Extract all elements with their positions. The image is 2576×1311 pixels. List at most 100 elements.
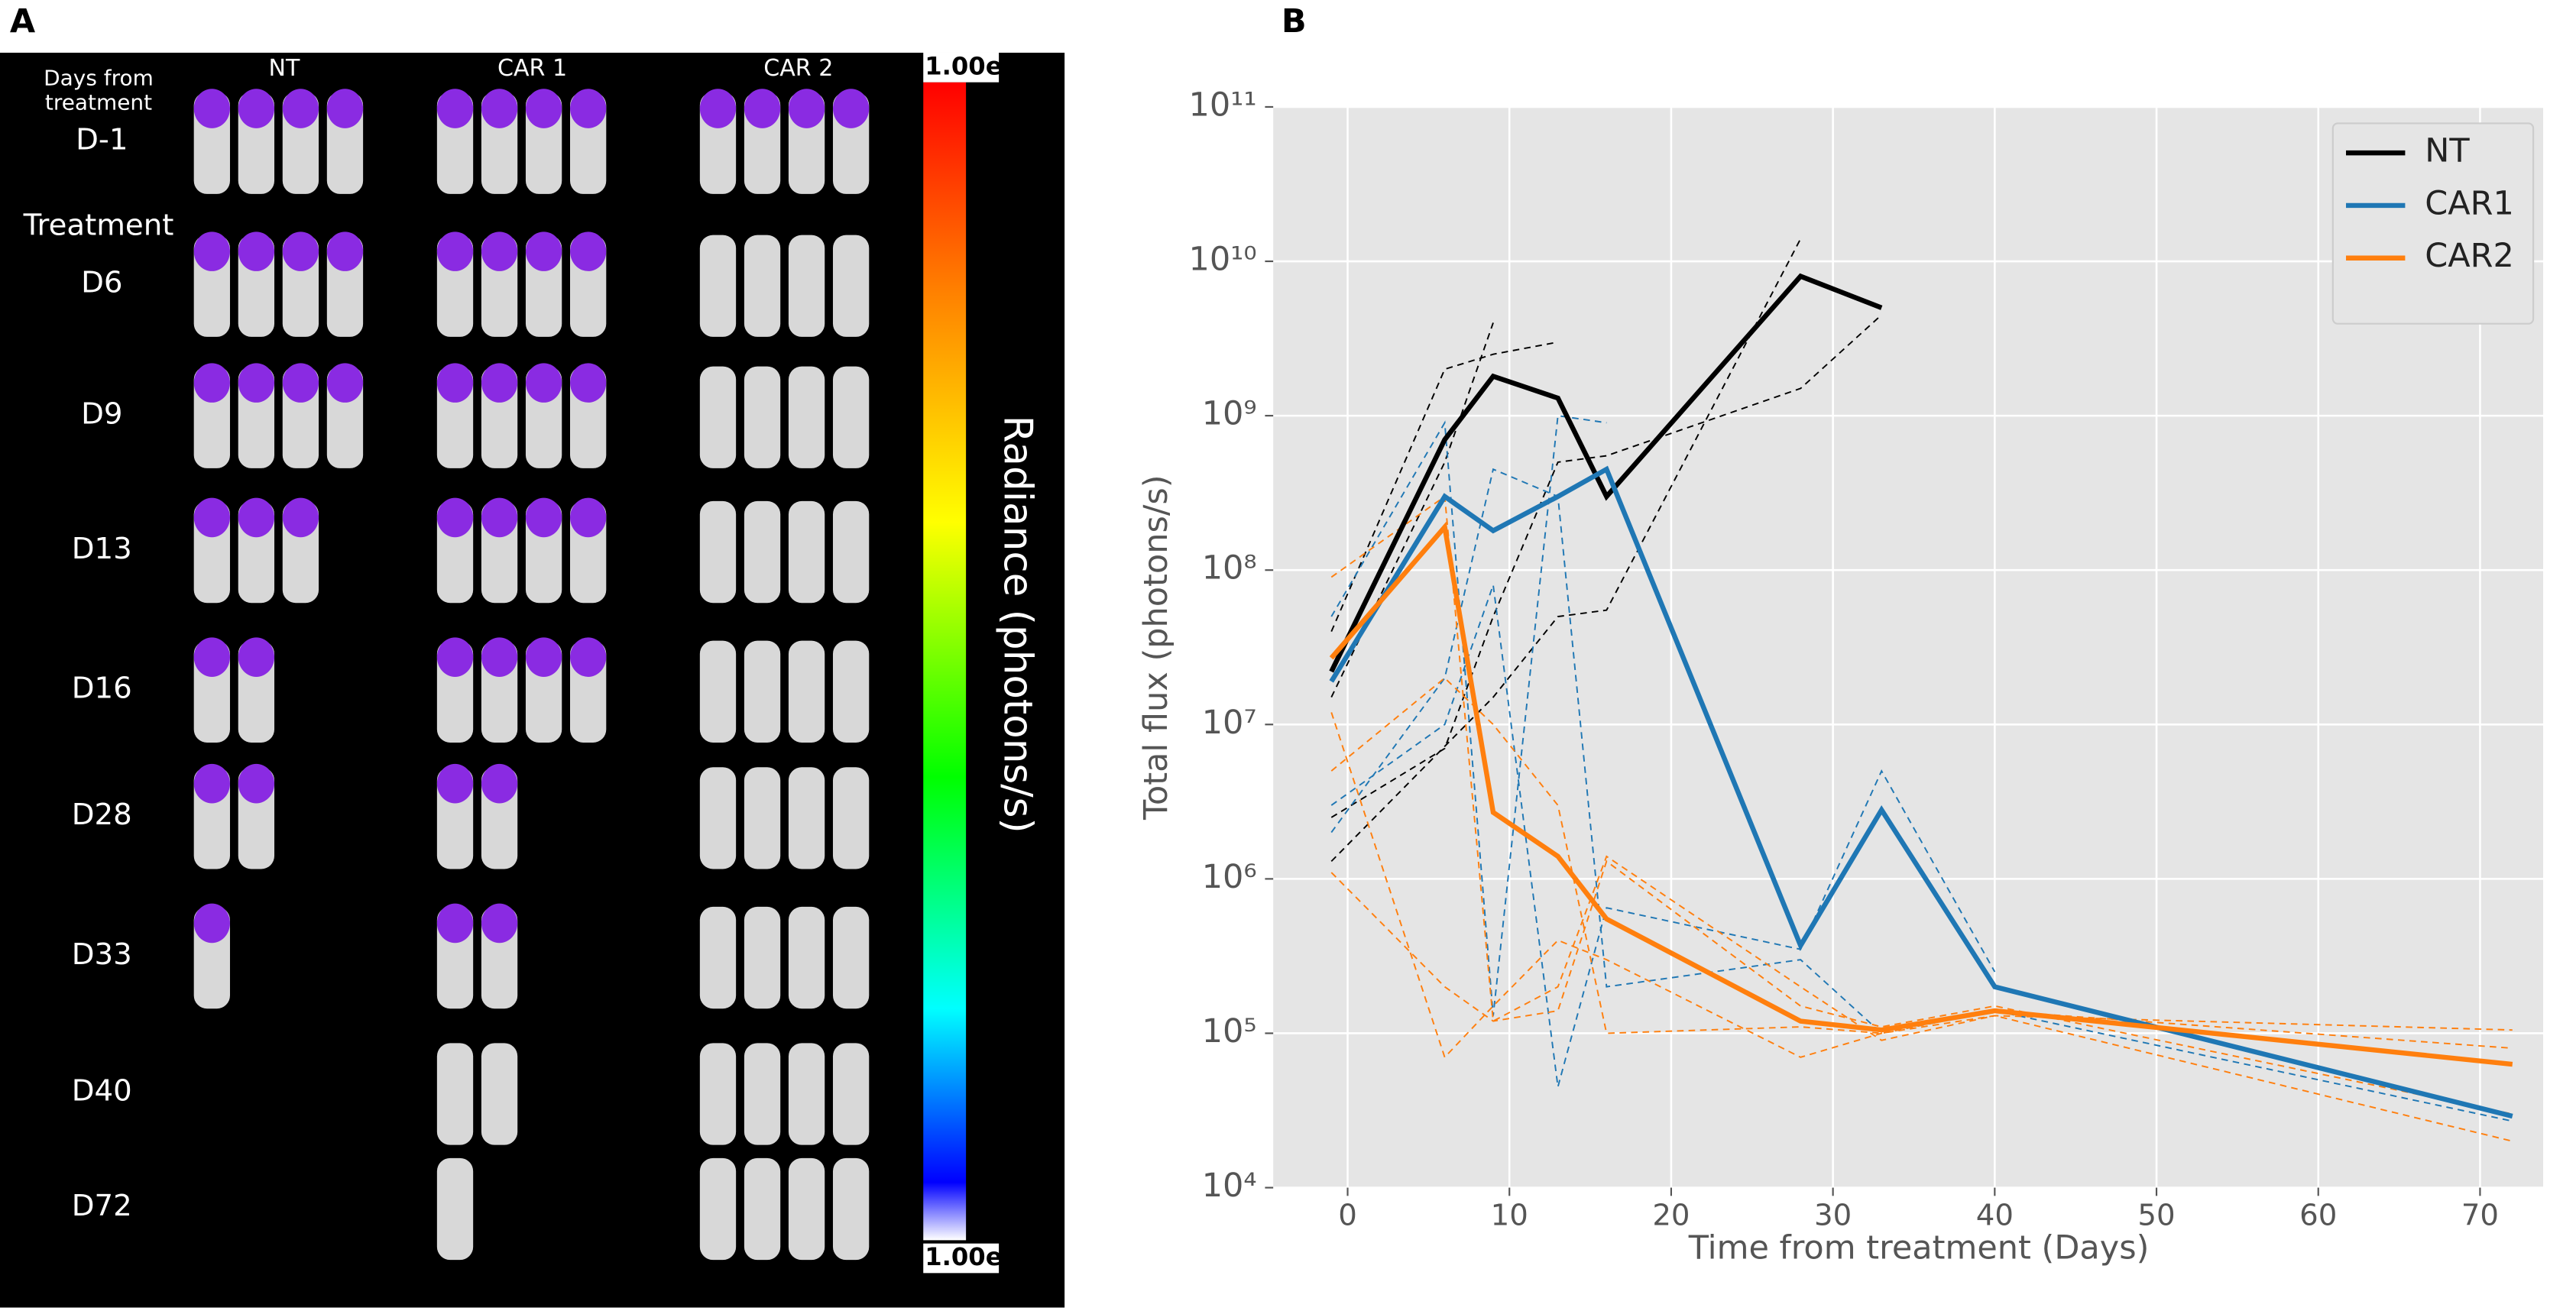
row-label: D40: [72, 1073, 132, 1108]
colorbar-title: Radiance (photons/s): [995, 416, 1041, 834]
mouse: [744, 640, 781, 743]
signal: [193, 89, 230, 128]
legend-label: CAR2: [2425, 237, 2514, 275]
signal: [436, 363, 474, 403]
individual-line: [1330, 495, 2513, 1041]
mouse: [832, 366, 870, 468]
treatment-label: Treatment: [23, 208, 174, 242]
mouse: [788, 906, 825, 1009]
mouse: [744, 767, 781, 869]
mean-line: [1329, 465, 2513, 1119]
signal: [193, 903, 230, 944]
x-tick-label: 60: [2299, 1199, 2337, 1233]
x-tick-label: 10: [1491, 1199, 1528, 1233]
mouse: [744, 1043, 781, 1145]
signal: [481, 89, 518, 128]
legend-label: NT: [2425, 132, 2470, 170]
legend-label: CAR1: [2425, 184, 2514, 222]
y-tick-label: 10⁹: [1202, 395, 1257, 433]
legend: [2331, 122, 2535, 325]
signal: [525, 231, 562, 271]
y-tick-label: 10¹¹: [1188, 86, 1256, 124]
mouse: [832, 1157, 870, 1261]
signal: [193, 497, 230, 538]
mouse: [744, 500, 781, 604]
x-tick-label: 40: [1976, 1199, 2014, 1233]
signal: [238, 363, 275, 403]
y-tick-label: 10⁷: [1202, 704, 1257, 742]
y-tick-label: 10⁴: [1202, 1167, 1257, 1205]
mouse: [788, 500, 825, 604]
colorbar: [923, 82, 967, 1241]
signal: [832, 89, 870, 128]
signal: [193, 637, 230, 677]
individual-line: [1330, 859, 2513, 1115]
y-tick-label: 10⁵: [1202, 1012, 1257, 1050]
signal: [788, 89, 825, 128]
mouse: [788, 1157, 825, 1261]
colorbar-min: 1.00e+4: [925, 1242, 1040, 1271]
signal: [525, 89, 562, 128]
signal: [282, 363, 319, 403]
signal: [436, 231, 474, 271]
mean-line: [1329, 521, 2513, 1067]
signal: [238, 763, 275, 804]
mouse: [699, 640, 737, 743]
signal: [525, 637, 562, 677]
signal: [481, 637, 518, 677]
signal: [570, 637, 607, 677]
mouse: [699, 500, 737, 604]
mouse: [788, 1043, 825, 1145]
signal: [436, 903, 474, 944]
mouse: [699, 1043, 737, 1145]
signal: [481, 763, 518, 804]
individual-line: [1330, 341, 1558, 632]
mouse: [699, 366, 737, 468]
signal: [570, 497, 607, 538]
row-label: D6: [81, 266, 122, 300]
mouse: [788, 767, 825, 869]
mouse: [832, 1043, 870, 1145]
row-label: D33: [72, 937, 132, 972]
x-tick-label: 30: [1814, 1199, 1852, 1233]
signal: [481, 903, 518, 944]
signal: [326, 363, 364, 403]
x-tick-label: 70: [2461, 1199, 2499, 1233]
signal: [481, 363, 518, 403]
mouse: [481, 1043, 518, 1145]
signal: [326, 231, 364, 271]
individual-line: [1330, 238, 1802, 863]
signal: [282, 231, 319, 271]
signal: [282, 497, 319, 538]
mouse: [699, 767, 737, 869]
individual-line: [1330, 314, 1882, 818]
signal: [570, 363, 607, 403]
signal: [436, 497, 474, 538]
signal: [238, 89, 275, 128]
panel-label: A: [10, 2, 36, 40]
mouse: [744, 366, 781, 468]
signal: [193, 363, 230, 403]
signal: [238, 497, 275, 538]
row-label: D28: [72, 798, 132, 832]
signal: [570, 231, 607, 271]
y-tick-label: 10⁸: [1202, 549, 1257, 588]
individual-line: [1330, 584, 1996, 1087]
mouse: [699, 1157, 737, 1261]
y-axis-label: Total flux (photons/s): [1137, 474, 1175, 821]
mouse: [744, 1157, 781, 1261]
mouse: [832, 235, 870, 337]
mouse: [832, 640, 870, 743]
individual-line: [1330, 712, 2513, 1142]
row-label: D13: [72, 532, 132, 566]
signal: [193, 231, 230, 271]
signal: [193, 763, 230, 804]
colorbar-max: 1.00e+9: [925, 51, 1040, 80]
mouse: [832, 500, 870, 604]
signal: [481, 497, 518, 538]
row-label: D16: [72, 672, 132, 706]
signal: [282, 89, 319, 128]
signal: [238, 231, 275, 271]
